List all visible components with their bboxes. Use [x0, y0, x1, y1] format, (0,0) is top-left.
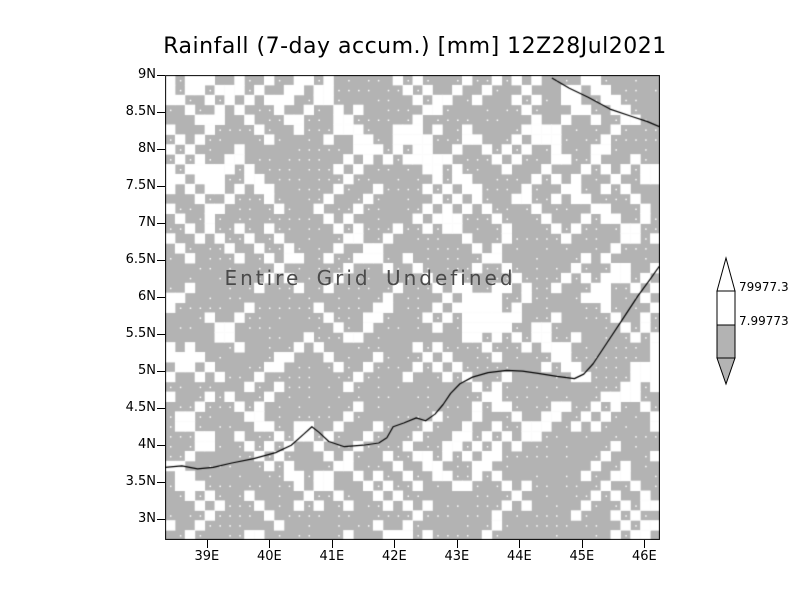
y-tick-mark: [157, 260, 165, 262]
chart-title: Rainfall (7-day accum.) [mm] 12Z28Jul202…: [163, 34, 667, 59]
x-tick-label: 45E: [569, 549, 595, 564]
y-tick-mark: [157, 371, 165, 373]
x-tick-label: 46E: [631, 549, 657, 564]
y-tick-label: 3.5N: [125, 474, 156, 490]
y-tick-label: 7N: [138, 215, 156, 231]
colorbar: [716, 256, 736, 386]
y-tick-mark: [157, 408, 165, 410]
y-tick-label: 8.5N: [125, 104, 156, 120]
y-tick-label: 5.5N: [125, 326, 156, 342]
colorbar-band-low: [716, 324, 736, 359]
colorbar-bottom-arrow: [716, 357, 736, 386]
y-tick-mark: [157, 75, 165, 76]
y-tick-mark: [157, 223, 165, 225]
rainfall-map-canvas: [165, 75, 660, 540]
x-tick-mark: [269, 540, 271, 548]
x-tick-label: 41E: [319, 549, 345, 564]
colorbar-band-high: [716, 290, 736, 326]
y-tick-label: 4.5N: [125, 400, 156, 416]
x-tick-label: 39E: [194, 549, 220, 564]
x-tick-mark: [581, 540, 583, 548]
x-tick-mark: [519, 540, 521, 548]
y-tick-mark: [157, 186, 165, 188]
y-tick-label: 3N: [138, 511, 156, 527]
colorbar-max-label: 79977.3: [739, 280, 789, 294]
y-tick-mark: [157, 482, 165, 484]
x-tick-label: 43E: [444, 549, 470, 564]
x-tick-label: 40E: [256, 549, 282, 564]
y-tick-mark: [157, 445, 165, 447]
y-tick-mark: [157, 519, 165, 521]
y-tick-label: 6.5N: [125, 252, 156, 268]
y-tick-mark: [157, 334, 165, 336]
y-tick-label: 6N: [138, 289, 156, 305]
colorbar-top-arrow: [716, 256, 736, 292]
x-tick-mark: [206, 540, 208, 548]
y-tick-label: 5N: [138, 363, 156, 379]
x-tick-mark: [644, 540, 646, 548]
y-tick-label: 8N: [138, 141, 156, 157]
y-tick-label: 9N: [138, 67, 156, 82]
x-tick-label: 44E: [506, 549, 532, 564]
grid-undefined-message: Entire Grid Undefined: [224, 266, 516, 290]
y-tick-label: 7.5N: [125, 178, 156, 194]
x-tick-label: 42E: [381, 549, 407, 564]
x-tick-mark: [331, 540, 333, 548]
y-tick-mark: [157, 112, 165, 114]
y-tick-label: 4N: [138, 437, 156, 453]
y-tick-mark: [157, 149, 165, 151]
x-tick-mark: [456, 540, 458, 548]
y-tick-mark: [157, 297, 165, 299]
x-tick-mark: [394, 540, 396, 548]
colorbar-min-label: 7.99773: [739, 314, 789, 328]
